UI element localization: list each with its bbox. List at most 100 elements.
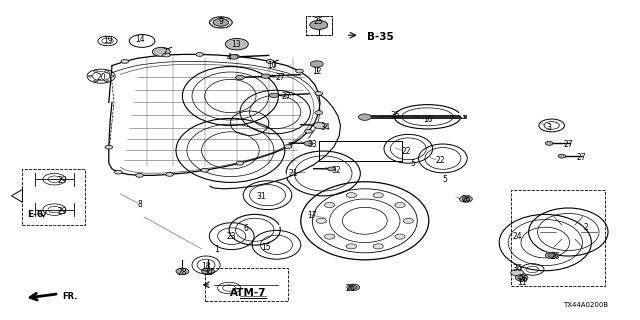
Text: 28: 28 bbox=[178, 268, 187, 277]
Circle shape bbox=[310, 61, 323, 67]
Circle shape bbox=[358, 114, 371, 120]
Text: 30: 30 bbox=[203, 268, 213, 277]
Text: 5: 5 bbox=[442, 175, 447, 184]
Text: 11: 11 bbox=[517, 278, 526, 287]
Circle shape bbox=[266, 60, 274, 63]
Text: 6: 6 bbox=[244, 224, 249, 233]
Circle shape bbox=[296, 69, 303, 73]
Circle shape bbox=[545, 141, 553, 145]
Circle shape bbox=[305, 129, 312, 133]
Circle shape bbox=[225, 38, 248, 50]
Circle shape bbox=[315, 92, 323, 95]
Circle shape bbox=[373, 244, 383, 249]
Circle shape bbox=[316, 218, 326, 223]
Circle shape bbox=[328, 167, 335, 171]
Text: 19: 19 bbox=[102, 36, 113, 45]
Text: ATM-7: ATM-7 bbox=[230, 288, 267, 298]
Circle shape bbox=[121, 60, 129, 63]
Text: 27: 27 bbox=[275, 73, 285, 82]
Text: 7: 7 bbox=[163, 48, 168, 57]
Circle shape bbox=[213, 19, 228, 26]
Circle shape bbox=[196, 52, 204, 56]
Circle shape bbox=[462, 197, 470, 201]
Circle shape bbox=[105, 70, 109, 72]
Circle shape bbox=[202, 268, 214, 275]
Text: 12: 12 bbox=[312, 67, 321, 76]
Text: 14: 14 bbox=[134, 36, 145, 44]
Bar bbox=[306, 16, 332, 35]
Circle shape bbox=[284, 145, 292, 148]
Text: 26: 26 bbox=[461, 196, 471, 204]
Text: 9: 9 bbox=[218, 17, 223, 26]
Text: 34: 34 bbox=[320, 123, 330, 132]
Text: 17: 17 bbox=[307, 211, 317, 220]
Circle shape bbox=[176, 268, 189, 275]
Circle shape bbox=[93, 80, 97, 82]
Text: 26: 26 bbox=[346, 284, 356, 293]
Bar bbox=[306, 16, 332, 35]
Circle shape bbox=[324, 203, 335, 208]
Circle shape bbox=[201, 168, 209, 172]
Text: 33: 33 bbox=[307, 140, 317, 149]
Circle shape bbox=[269, 93, 278, 98]
Circle shape bbox=[310, 20, 328, 29]
Circle shape bbox=[511, 269, 524, 276]
Text: 18: 18 bbox=[202, 262, 211, 271]
Text: 31: 31 bbox=[256, 192, 266, 201]
Circle shape bbox=[229, 55, 238, 59]
Text: 26: 26 bbox=[550, 252, 561, 261]
Text: 32: 32 bbox=[331, 166, 341, 175]
Circle shape bbox=[136, 173, 143, 177]
Circle shape bbox=[515, 275, 528, 281]
Circle shape bbox=[558, 154, 566, 158]
Circle shape bbox=[518, 276, 525, 280]
Circle shape bbox=[110, 75, 114, 77]
Circle shape bbox=[349, 285, 357, 289]
Text: E-6: E-6 bbox=[27, 210, 44, 219]
Circle shape bbox=[548, 253, 556, 257]
Circle shape bbox=[316, 123, 324, 128]
Circle shape bbox=[347, 284, 360, 291]
Text: 22: 22 bbox=[436, 156, 445, 165]
Circle shape bbox=[166, 172, 173, 176]
Text: B-35: B-35 bbox=[367, 32, 394, 42]
Text: 27: 27 bbox=[576, 153, 586, 162]
Text: 22: 22 bbox=[402, 147, 411, 156]
Bar bbox=[205, 268, 288, 301]
Text: 24: 24 bbox=[512, 232, 522, 241]
Circle shape bbox=[236, 75, 244, 80]
Circle shape bbox=[104, 80, 108, 82]
Text: 35: 35 bbox=[390, 111, 401, 120]
Circle shape bbox=[545, 252, 558, 259]
Circle shape bbox=[314, 122, 326, 129]
Text: 23: 23 bbox=[227, 232, 237, 241]
Text: 15: 15 bbox=[260, 244, 271, 252]
Text: 36: 36 bbox=[512, 264, 522, 273]
Text: 21: 21 bbox=[289, 169, 298, 178]
Text: TX44A0200B: TX44A0200B bbox=[563, 302, 608, 308]
Circle shape bbox=[460, 196, 472, 202]
Text: 27: 27 bbox=[563, 140, 573, 149]
Circle shape bbox=[395, 234, 405, 239]
Circle shape bbox=[236, 161, 244, 165]
Circle shape bbox=[395, 203, 405, 208]
Bar bbox=[511, 190, 605, 286]
Circle shape bbox=[315, 111, 323, 115]
Text: FR.: FR. bbox=[63, 292, 78, 301]
Text: 1: 1 bbox=[214, 245, 219, 254]
Text: 8: 8 bbox=[137, 200, 142, 209]
Text: 29: 29 bbox=[58, 207, 68, 216]
Text: 26: 26 bbox=[518, 275, 529, 284]
Text: 10: 10 bbox=[267, 61, 277, 70]
Circle shape bbox=[346, 193, 356, 198]
Text: 3: 3 bbox=[547, 124, 552, 132]
Circle shape bbox=[324, 234, 335, 239]
Text: 25: 25 bbox=[314, 17, 324, 26]
Text: 16: 16 bbox=[422, 115, 433, 124]
Circle shape bbox=[93, 70, 97, 72]
Text: 4: 4 bbox=[227, 53, 232, 62]
Text: 20: 20 bbox=[96, 73, 106, 82]
Circle shape bbox=[261, 74, 270, 78]
Text: 5: 5 bbox=[410, 159, 415, 168]
Circle shape bbox=[304, 141, 313, 146]
